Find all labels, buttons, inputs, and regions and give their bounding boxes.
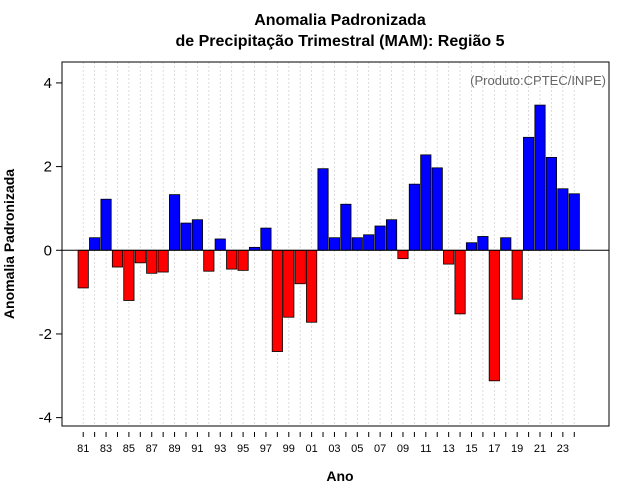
x-tick-label: 01	[305, 443, 317, 455]
bar-2009	[397, 249, 409, 260]
bar-1982	[89, 237, 101, 251]
bar-1991	[191, 219, 203, 251]
x-tick-label: 11	[420, 443, 431, 455]
x-tick-label: 99	[283, 443, 295, 455]
bar-1994	[226, 249, 238, 270]
y-tick-label: -4	[39, 410, 52, 427]
bar-2013	[443, 249, 455, 265]
x-tick-label: 19	[511, 443, 523, 455]
bar-1990	[180, 222, 192, 251]
y-axis: -4 -2 0 2 4	[39, 75, 62, 427]
x-tick-label: 23	[557, 443, 569, 455]
bar-1986	[134, 249, 146, 264]
bar-2023	[557, 188, 569, 251]
bar-1999	[283, 249, 295, 318]
bar-series	[77, 104, 580, 382]
bar-1998	[271, 249, 283, 352]
x-tick-label: 93	[214, 443, 226, 455]
bar-2006	[363, 234, 375, 251]
y-tick-label: 4	[44, 75, 52, 92]
y-tick-label: 2	[44, 159, 52, 176]
bar-2016	[477, 236, 489, 251]
x-tick-label: 97	[260, 443, 272, 455]
x-tick-label: 05	[351, 443, 363, 455]
bar-2001	[306, 249, 318, 323]
x-tick-label: 21	[534, 443, 546, 455]
x-tick-label: 13	[443, 443, 455, 455]
bar-1988	[157, 249, 169, 273]
x-tick-label: 87	[146, 443, 158, 455]
bar-2012	[431, 167, 443, 251]
bar-1985	[123, 249, 135, 301]
chart-title-line2: de Precipitação Trimestral (MAM): Região…	[176, 33, 505, 50]
bar-1984	[111, 249, 124, 268]
x-tick-label: 91	[191, 443, 203, 455]
bar-1987	[146, 249, 158, 274]
y-axis-label: Anomalia Padronizada	[1, 169, 17, 319]
bar-2018	[500, 237, 512, 251]
x-tick-label: 89	[168, 443, 180, 455]
bar-2011	[420, 154, 432, 251]
x-axis: 81 83 85 87 89 91 93 95 97 99 01 03 05 07 09 11 13 15 17 19…	[77, 432, 575, 455]
chart-title-line1: Anomalia Padronizada	[254, 12, 426, 29]
x-tick-label: 95	[237, 443, 249, 455]
x-tick-label: 83	[100, 443, 112, 455]
x-tick-label: 07	[374, 443, 386, 455]
y-tick-label: -2	[39, 326, 52, 343]
bar-1989	[169, 194, 181, 251]
bar-1997	[260, 227, 272, 251]
bar-2005	[351, 237, 363, 251]
x-tick-label: 17	[488, 443, 500, 455]
product-annotation: (Produto:CPTEC/INPE)	[470, 73, 606, 88]
bar-2003	[328, 237, 340, 251]
bar-2010	[408, 183, 420, 251]
x-axis-label: Ano	[326, 468, 353, 484]
bar-1992	[203, 249, 215, 272]
bar-2024	[568, 193, 580, 251]
bar-2021	[534, 104, 546, 251]
x-tick-label: 85	[123, 443, 135, 455]
bar-2002	[317, 168, 329, 251]
bar-1981	[77, 249, 89, 289]
bar-2022	[545, 156, 557, 251]
plot-frame	[61, 61, 610, 427]
bar-2008	[385, 219, 398, 251]
x-tick-label: 03	[328, 443, 340, 455]
bar-2014	[454, 249, 466, 315]
x-tick-label: 15	[465, 443, 477, 455]
bar-1993	[214, 238, 226, 251]
x-tick-label: 09	[397, 443, 409, 455]
bar-2004	[340, 203, 352, 251]
bar-2020	[523, 136, 535, 251]
bar-1983	[100, 198, 112, 251]
bar-1995	[237, 249, 249, 271]
bar-2000	[294, 249, 306, 285]
y-tick-label: 0	[44, 242, 52, 259]
bar-2017	[488, 249, 500, 382]
x-tick-label: 81	[77, 443, 89, 455]
bar-2015	[465, 242, 478, 251]
bar-2007	[374, 225, 386, 251]
bar-2019	[511, 249, 523, 300]
